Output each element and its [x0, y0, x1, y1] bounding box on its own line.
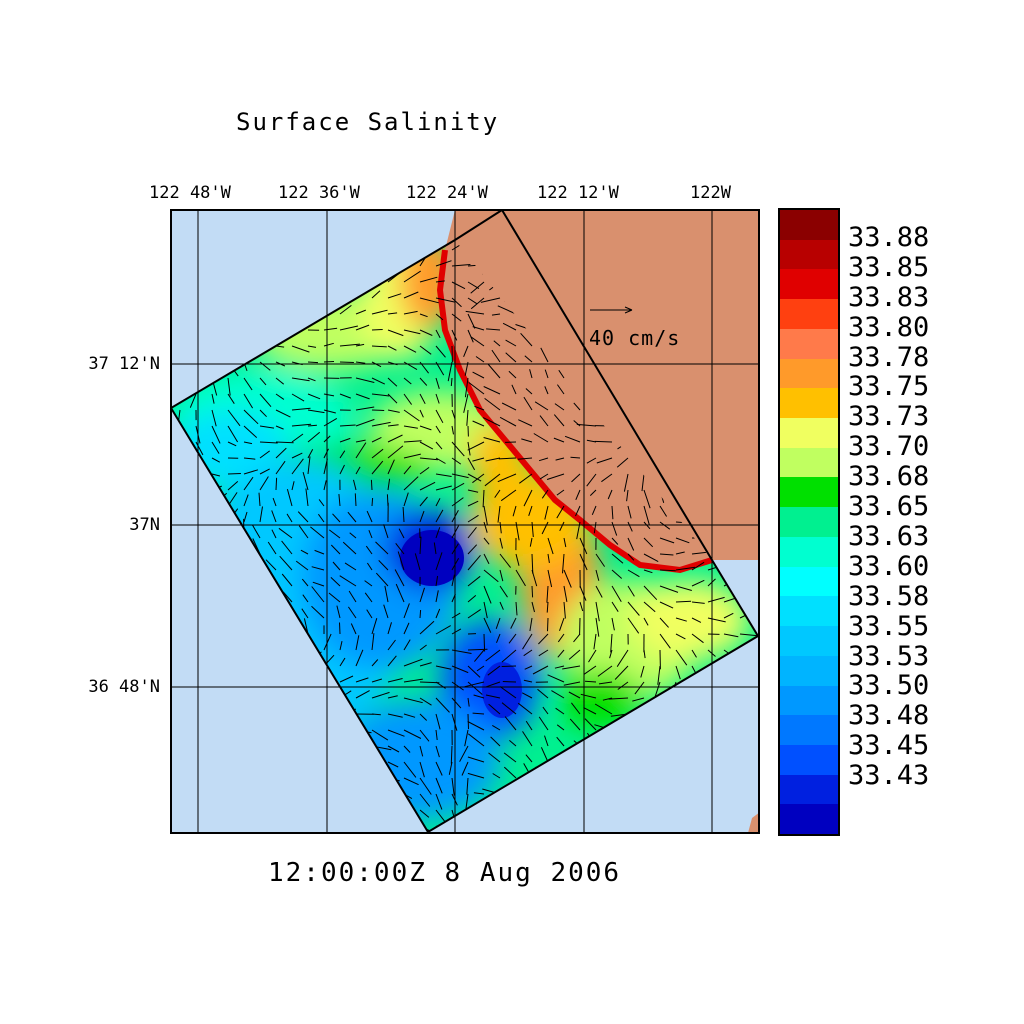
- colorbar-label: 33.60: [848, 550, 930, 582]
- graticule: [171, 210, 759, 833]
- colorbar-label: 33.43: [848, 760, 930, 792]
- colorbar-label: 33.55: [848, 610, 930, 642]
- colorbar-swatch: [780, 239, 838, 270]
- colorbar-swatch: [780, 477, 838, 508]
- map-title: Surface Salinity: [236, 108, 500, 136]
- colorbar-swatch: [780, 626, 838, 656]
- colorbar-label: 33.73: [848, 401, 930, 433]
- velocity-scale-label: 40 cm/s: [589, 326, 681, 350]
- lon-label-122-24w: 122 24'W: [406, 183, 488, 203]
- colorbar-label: 33.70: [848, 431, 930, 463]
- colorbar-swatch: [780, 388, 838, 419]
- colorbar-swatch: [780, 655, 838, 686]
- colorbar-label: 33.75: [848, 371, 930, 403]
- colorbar-swatch: [780, 269, 838, 300]
- lat-label-37-12n: 37 12'N: [88, 354, 160, 374]
- colorbar-label: 33.58: [848, 580, 930, 612]
- lon-label-122-36w: 122 36'W: [278, 183, 360, 203]
- velocity-scale-arrow: [590, 306, 633, 314]
- timestamp: 12:00:00Z 8 Aug 2006: [268, 858, 622, 888]
- lon-label-122-48w: 122 48'W: [149, 183, 231, 203]
- colorbar-swatch: [780, 447, 838, 478]
- colorbar-label: 33.63: [848, 520, 930, 552]
- colorbar-label: 33.88: [848, 221, 930, 253]
- colorbar-label: 33.65: [848, 491, 930, 523]
- lon-label-122-12w: 122 12'W: [537, 183, 619, 203]
- colorbar-swatch: [780, 774, 838, 805]
- colorbar-swatch: [780, 299, 838, 329]
- colorbar-swatch: [780, 685, 838, 716]
- colorbar-label: 33.53: [848, 640, 930, 672]
- colorbar: [778, 208, 840, 836]
- land-mass: [440, 210, 759, 570]
- colorbar-swatch: [780, 715, 838, 745]
- colorbar-swatch: [780, 536, 838, 567]
- colorbar-swatch: [780, 210, 838, 240]
- colorbar-swatch: [780, 328, 838, 359]
- colorbar-swatch: [780, 418, 838, 448]
- colorbar-swatch: [780, 804, 838, 835]
- colorbar-swatch: [780, 507, 838, 537]
- colorbar-label: 33.85: [848, 251, 930, 283]
- colorbar-swatch: [780, 744, 838, 775]
- colorbar-swatch: [780, 596, 838, 627]
- colorbar-swatch: [780, 566, 838, 597]
- colorbar-label: 33.68: [848, 461, 930, 493]
- colorbar-swatch: [780, 358, 838, 389]
- colorbar-label: 33.78: [848, 341, 930, 373]
- colorbar-label: 33.80: [848, 311, 930, 343]
- colorbar-label: 33.50: [848, 670, 930, 702]
- colorbar-label: 33.45: [848, 730, 930, 762]
- lat-label-36-48n: 36 48'N: [88, 677, 160, 697]
- lat-label-37n: 37N: [129, 515, 160, 535]
- colorbar-label: 33.83: [848, 281, 930, 313]
- lon-label-122w: 122W: [690, 183, 731, 203]
- map-frame: [170, 209, 760, 834]
- colorbar-label: 33.48: [848, 700, 930, 732]
